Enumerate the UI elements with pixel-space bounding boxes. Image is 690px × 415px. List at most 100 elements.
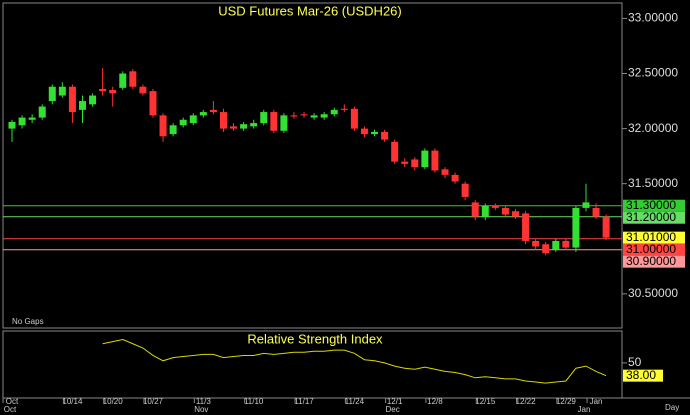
last-price-label: 31.01000 [626, 230, 676, 244]
candle-body [58, 86, 66, 96]
candle-body [209, 109, 217, 113]
candle-body [230, 126, 238, 129]
y-tick-label: 32.00000 [628, 121, 678, 135]
x-tick-label: Oct [6, 397, 19, 406]
candle-body [109, 90, 117, 94]
candle-body [300, 114, 308, 116]
x-tick-label: 10/20 [103, 397, 124, 406]
candle-body [552, 240, 560, 250]
candle-body [78, 101, 86, 110]
candle-body [501, 207, 509, 215]
x-month-label: Nov [194, 405, 208, 414]
x-tick-label: 10/27 [143, 397, 164, 406]
candle-body [582, 202, 590, 208]
price-panel [2, 2, 623, 329]
level-label: 31.00000 [626, 242, 676, 256]
candle-body [219, 112, 227, 129]
rsi-title: Relative Strength Index [247, 331, 383, 346]
x-unit: Day [665, 403, 679, 412]
candle-body [240, 124, 248, 129]
candle-body [320, 114, 328, 118]
candle-body [330, 109, 338, 115]
candle-body [18, 117, 26, 126]
x-tick-label: 12/8 [427, 397, 443, 406]
candle-body [562, 240, 570, 248]
candle-body [512, 211, 519, 217]
x-tick-label: Jan [590, 397, 603, 406]
candle-body [280, 115, 288, 131]
candle-body [260, 112, 268, 124]
last-price-label-box [623, 231, 685, 244]
level-label: 31.20000 [626, 210, 676, 224]
candle-body [461, 183, 469, 197]
rsi-line [102, 338, 607, 384]
candle-body [471, 202, 479, 217]
candle-body [270, 112, 278, 131]
rsi-value-box [623, 369, 663, 382]
x-tick-label: 11/17 [294, 397, 314, 406]
x-tick-label: 11/24 [345, 397, 365, 406]
candle-body [139, 86, 147, 94]
level-label-box [623, 199, 685, 212]
candle-body [89, 95, 97, 105]
candle-body [199, 112, 207, 116]
x-tick-label: 10/14 [62, 397, 83, 406]
candle-body [572, 207, 580, 248]
y-tick-label: 50 [628, 355, 642, 369]
x-tick-label: 11/10 [244, 397, 264, 406]
candle-body [592, 207, 600, 217]
x-tick-label: 12/29 [556, 397, 577, 406]
candle-body [129, 71, 137, 87]
candle-body [290, 115, 298, 117]
candle-body [491, 205, 499, 208]
candle-body [28, 117, 36, 120]
candle-body [441, 169, 449, 175]
x-month-label: Jan [578, 405, 591, 414]
candle-body [119, 73, 127, 88]
candle-body [371, 131, 379, 135]
candle-body [481, 205, 489, 217]
candle-body [401, 161, 409, 164]
candle-body [179, 119, 187, 126]
candle-body [310, 115, 318, 118]
x-tick-label: 12/22 [516, 397, 537, 406]
chart-title: USD Futures Mar-26 (USDH26) [218, 3, 402, 18]
candle-body [431, 150, 439, 171]
candle-body [189, 115, 197, 124]
candle-body [99, 88, 107, 92]
x-tick-label: 11/3 [196, 397, 212, 406]
y-tick-label: 30.50000 [628, 286, 678, 300]
level-label-box [623, 211, 685, 224]
candle-body [451, 174, 459, 182]
candle-body [522, 213, 530, 241]
candle-body [532, 240, 540, 247]
y-tick-label: 33.00000 [628, 11, 678, 25]
candle-body [38, 106, 46, 118]
level-label-box [623, 243, 685, 256]
candle-body [169, 125, 177, 135]
level-label-box [623, 255, 685, 268]
candle-body [421, 150, 429, 168]
candle-body [381, 131, 389, 140]
candle-body [48, 86, 56, 102]
x-month-label: Oct [4, 405, 17, 414]
x-tick-label: 12/15 [475, 397, 496, 406]
x-month-label: Dec [386, 405, 400, 414]
note: No Gaps [12, 317, 44, 326]
candle-body [391, 141, 399, 162]
y-tick-label: 31.50000 [628, 176, 678, 190]
rsi-value-label: 38.00 [626, 368, 656, 382]
y-tick-label: 32.50000 [628, 66, 678, 80]
candle-body [149, 91, 157, 116]
level-label: 30.90000 [626, 254, 676, 268]
candle-body [542, 244, 550, 254]
candle-body [411, 159, 419, 168]
candle-body [8, 121, 16, 129]
candle-body [250, 123, 258, 127]
x-tick-label: 12/1 [387, 397, 403, 406]
candle-body [350, 108, 358, 129]
candle-body [159, 115, 167, 137]
candle-body [360, 128, 368, 135]
candle-body [602, 216, 610, 238]
